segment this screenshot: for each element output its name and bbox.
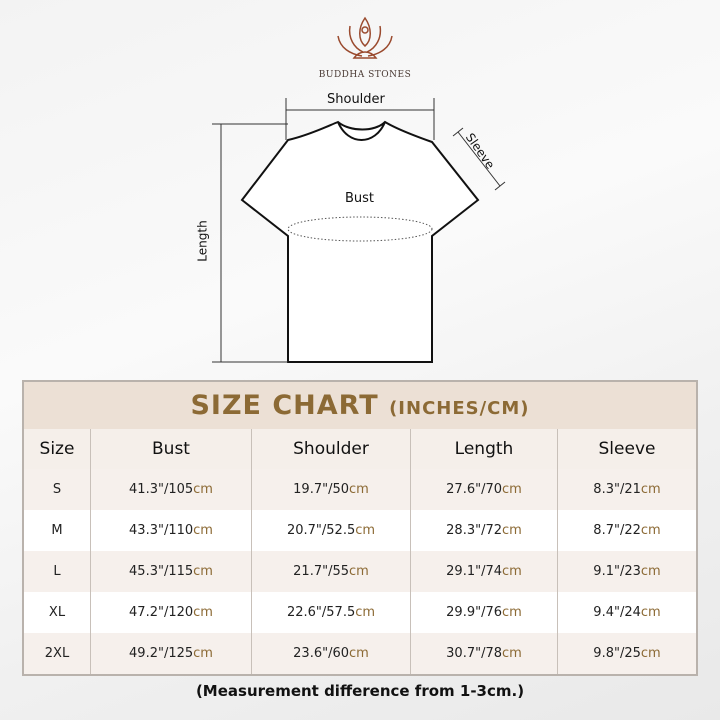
table-cell: 21.7"/55cm [251,551,411,592]
shoulder-label: Shoulder [327,92,385,107]
table-cell: 28.3"/72cm [410,510,558,551]
tshirt-outline [240,120,480,363]
header-shoulder: Shoulder [251,429,411,469]
header-length: Length [410,429,558,469]
table-cell: 30.7"/78cm [410,633,558,675]
table-row: M 43.3"/110cm 20.7"/52.5cm 28.3"/72cm 8.7"/2… [23,510,697,551]
table-cell: 29.9"/76cm [410,592,558,633]
table-cell: M [23,510,91,551]
table-cell: 43.3"/110cm [90,510,252,551]
table-row: 2XL 49.2"/125cm 23.6"/60cm 30.7"/78cm 9.8"/2… [23,633,697,675]
table-cell: L [23,551,91,592]
table-cell: 8.3"/21cm [557,469,697,510]
table-cell: S [23,469,91,510]
table-row: L 45.3"/115cm 21.7"/55cm 29.1"/74cm 9.1"/23c… [23,551,697,592]
table-cell: 41.3"/105cm [90,469,252,510]
length-label: Length [195,220,210,262]
table-cell: 29.1"/74cm [410,551,558,592]
table-cell: 45.3"/115cm [90,551,252,592]
header-bust: Bust [90,429,252,469]
bust-label: Bust [345,191,375,206]
tshirt-diagram [212,98,506,363]
size-chart-table: SIZE CHART (INCHES/CM) Size Bust Shoulde… [22,380,698,676]
brand-name: BUDDHA STONES [318,70,412,80]
header-sleeve: Sleeve [557,429,697,469]
table-cell: 22.6"/57.5cm [251,592,411,633]
header-size: Size [23,429,91,469]
table-cell: 2XL [23,633,91,675]
table-row: S 41.3"/105cm 19.7"/50cm 27.6"/70cm 8.3"/21c… [23,469,697,510]
table-cell: 49.2"/125cm [90,633,252,675]
table-cell: 9.8"/25cm [557,633,697,675]
table-cell: 8.7"/22cm [557,510,697,551]
table-cell: 27.6"/70cm [410,469,558,510]
table-cell: 20.7"/52.5cm [251,510,411,551]
table-cell: XL [23,592,91,633]
table-cell: 23.6"/60cm [251,633,411,675]
table-cell: 9.4"/24cm [557,592,697,633]
lotus-meditation-icon [337,16,393,59]
brand-logo: BUDDHA STONES [300,14,430,80]
table-cell: 19.7"/50cm [251,469,411,510]
table-cell: 47.2"/120cm [90,592,252,633]
measurement-note: (Measurement difference from 1-3cm.) [195,682,525,700]
table-cell: 9.1"/23cm [557,551,697,592]
size-chart-title: SIZE CHART (INCHES/CM) [23,381,697,429]
table-row: XL 47.2"/120cm 22.6"/57.5cm 29.9"/76cm 9.4"/… [23,592,697,633]
sleeve-measure-line [457,131,501,187]
